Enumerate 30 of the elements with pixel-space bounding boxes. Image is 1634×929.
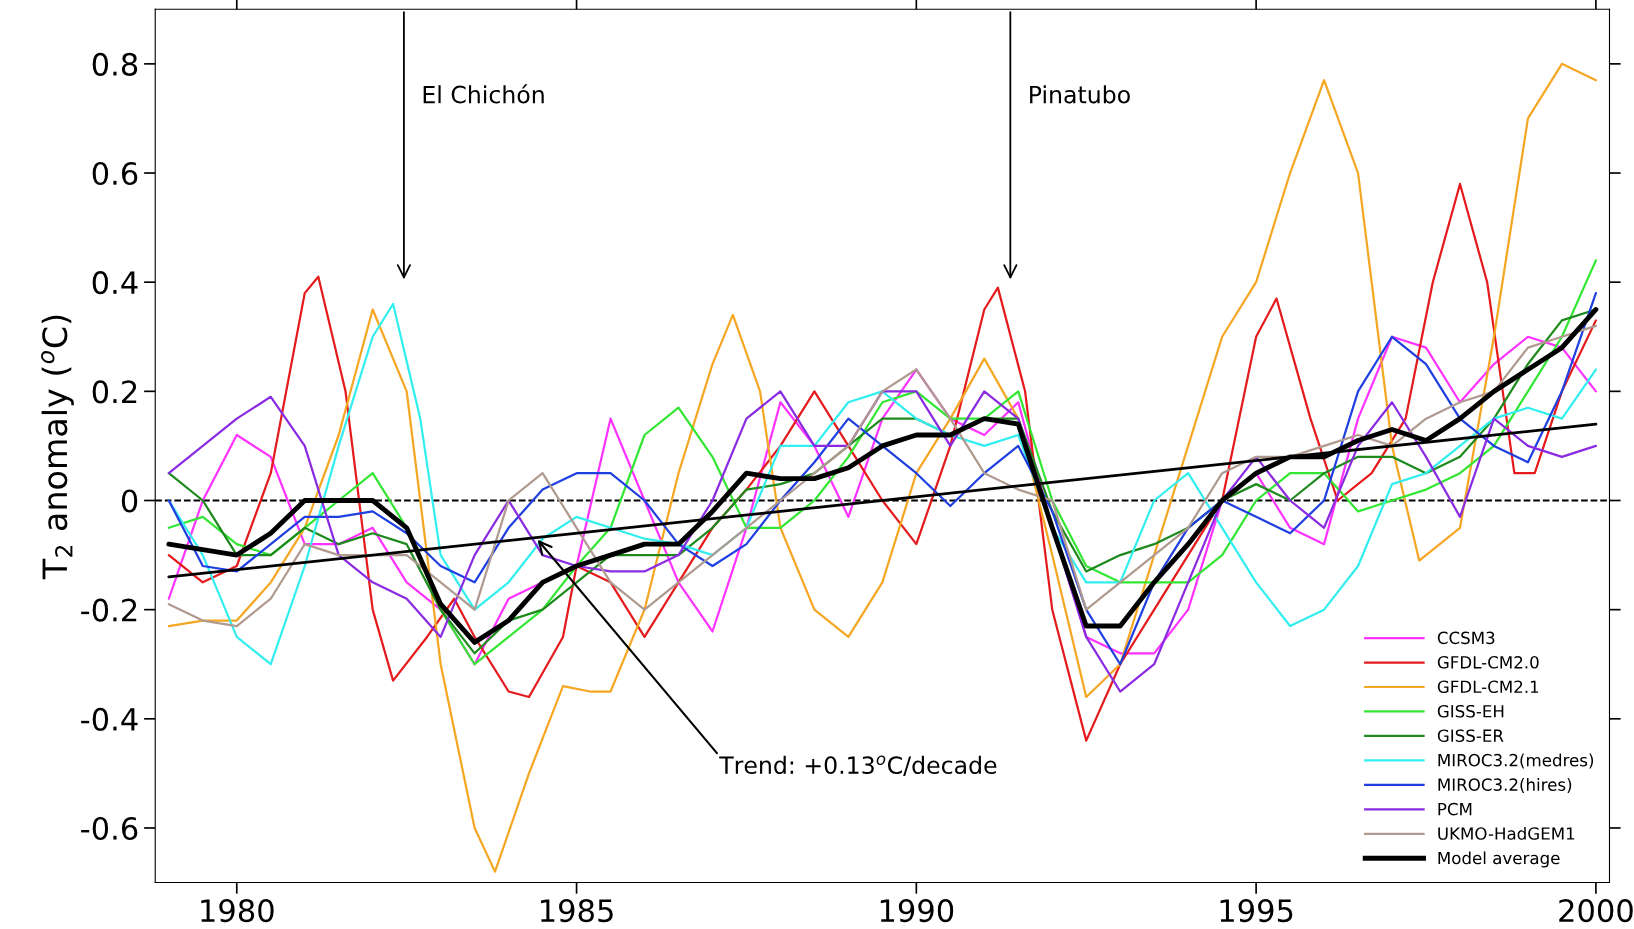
legend-label: MIROC3.2(medres) — [1438, 753, 1594, 769]
x-tick-label: 1990 — [880, 899, 954, 923]
legend-label: Model average — [1438, 851, 1560, 868]
line-series — [167, 390, 1598, 693]
line-series — [167, 182, 1598, 742]
annotation: Trend: +0.13$^{o}$C/decade — [719, 755, 997, 776]
y-tick-label: 0.4 — [92, 271, 138, 295]
legend-label: UKMO-HadGEM1 — [1438, 826, 1575, 840]
legend-label: GISS-EH — [1437, 704, 1504, 718]
legend-label: MIROC3.2(hires) — [1438, 778, 1572, 793]
y-tick-label: 0.8 — [92, 52, 138, 76]
y-axis-title: T$_{2}$ anomaly ($^{o}$C) — [41, 315, 74, 580]
x-tick-label: 1995 — [1220, 899, 1293, 923]
y-tick-label: 0 — [121, 489, 138, 513]
legend-label: GISS-ER — [1437, 729, 1504, 742]
x-tick-label: 1985 — [541, 899, 613, 923]
legend-label: CCSM3 — [1437, 631, 1495, 645]
y-tick-label: -0.6 — [81, 816, 138, 841]
y-tick-label: 0.2 — [92, 380, 137, 404]
x-tick-label: 1980 — [201, 899, 274, 923]
legend-label: GFDL-CM2.1 — [1437, 680, 1539, 694]
y-tick-label: -0.2 — [81, 598, 137, 622]
y-tick-label: 0.6 — [92, 161, 138, 186]
legend-label: GFDL-CM2.0 — [1437, 656, 1539, 669]
annotation: El Chichón — [423, 84, 544, 104]
y-tick-label: -0.4 — [81, 707, 138, 731]
annotation: Pinatubo — [1030, 85, 1130, 104]
legend-label: PCM — [1438, 802, 1472, 816]
x-tick-label: 2000 — [1559, 899, 1633, 923]
line-series — [167, 62, 1598, 873]
